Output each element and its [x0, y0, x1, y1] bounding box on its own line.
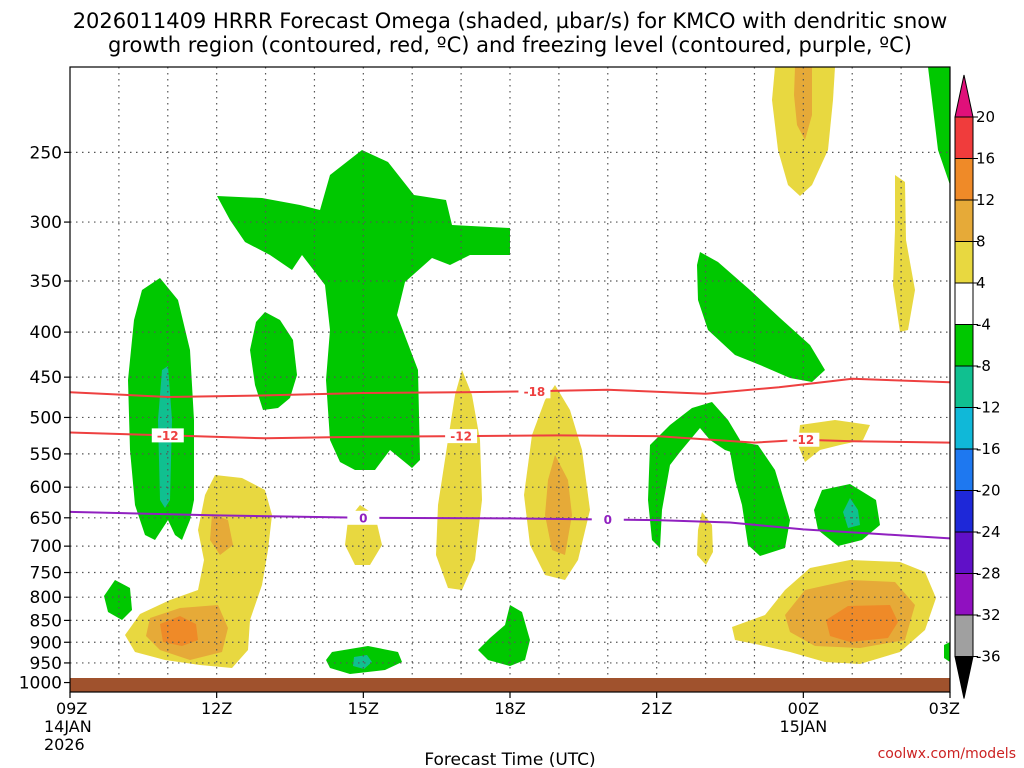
x-tick-label: 18Z — [494, 699, 525, 718]
ascent-region-low-left — [104, 580, 132, 620]
contour-label-background — [347, 510, 380, 525]
contour-label-background — [591, 512, 624, 527]
y-tick-label: 950 — [30, 654, 62, 674]
y-tick-label: 450 — [30, 368, 62, 388]
contour-label: -18 — [524, 385, 546, 399]
colorbar-label: -12 — [976, 399, 1001, 417]
y-tick-label: 800 — [30, 588, 62, 608]
contour-label: 0 — [604, 513, 612, 527]
contour-label: -12 — [157, 429, 179, 443]
colorbar-label: -28 — [976, 565, 1001, 583]
y-tick-label: 650 — [30, 509, 62, 529]
colorbar-bin — [954, 282, 974, 325]
contour-label-background — [445, 429, 478, 444]
subsidence-region-upper-far-right — [893, 175, 915, 332]
subsidence-region-center-tall — [436, 370, 482, 590]
colorbar-bin — [954, 614, 974, 657]
credit-text: coolwx.com/models — [878, 746, 1016, 762]
omega-shading — [104, 67, 950, 674]
ascent-region-upper-center — [217, 150, 510, 470]
colorbar-label: 20 — [976, 108, 995, 126]
contour-label-background — [151, 428, 184, 443]
subsidence-core-lower-left-b — [210, 514, 233, 555]
x-tick-label: 12Z — [201, 699, 232, 718]
contour-label-background — [787, 432, 820, 447]
colorbar-label: -16 — [976, 440, 1001, 458]
x-tick-label: 03Z — [929, 699, 960, 718]
colorbar-label: -20 — [976, 482, 1001, 500]
contour-label: -12 — [792, 433, 814, 447]
colorbar-label: -24 — [976, 523, 1001, 541]
colorbar-bin — [954, 407, 974, 450]
ascent-region-low-center — [478, 605, 530, 666]
x-tick-label: 15Z — [348, 699, 379, 718]
colorbar-label: 16 — [976, 150, 995, 168]
ascent-region-arch — [648, 402, 740, 548]
y-tick-label: 850 — [30, 611, 62, 631]
colorbar-label: 4 — [976, 274, 986, 292]
chart-title-line1: 2026011409 HRRR Forecast Omega (shaded, … — [73, 9, 948, 33]
colorbar-bin — [954, 573, 974, 616]
chart-title-line2: growth region (contoured, red, ºC) and f… — [108, 33, 912, 57]
contour-label: -12 — [450, 430, 472, 444]
x-axis-title: Forecast Time (UTC) — [424, 750, 595, 768]
x-tick-year: 2026 — [44, 735, 85, 754]
colorbar-bin — [954, 324, 974, 367]
colorbar-bin — [954, 158, 974, 201]
contour-line — [70, 510, 950, 540]
subsidence-peak-lower-left — [160, 616, 198, 646]
contour-label: 0 — [359, 511, 367, 525]
y-tick-label: 350 — [30, 272, 62, 292]
ascent-core-near-surface — [353, 655, 372, 669]
y-tick-label: 250 — [30, 143, 62, 163]
x-tick-label: 21Z — [641, 699, 672, 718]
plot-area: -18 -12 -12 -12 0 0 — [70, 67, 950, 692]
colorbar-label: -4 — [976, 316, 991, 334]
x-tick-label: 09Z — [56, 699, 87, 718]
y-tick-label: 500 — [30, 408, 62, 428]
subsidence-region-small-right — [697, 512, 713, 565]
ascent-region-top-right-edge — [928, 67, 950, 185]
colorbar-bin — [954, 448, 974, 491]
colorbar-bin — [954, 116, 974, 159]
colorbar-label: -32 — [976, 606, 1001, 624]
x-tick-date: 15JAN — [779, 717, 827, 736]
contour-line — [70, 431, 950, 444]
y-tick-label: 300 — [30, 213, 62, 233]
ascent-region-bottom-right-edge — [944, 642, 950, 662]
y-axis-pressure: 2503003504004505005506006507007508008509… — [19, 143, 70, 694]
ascent-region-upper-right — [697, 252, 825, 382]
y-tick-label: 550 — [30, 445, 62, 465]
ascent-region-mid-left — [250, 312, 297, 410]
colorbar-label: 12 — [976, 191, 995, 209]
colorbar-bin — [954, 490, 974, 533]
colorbar-label: -36 — [976, 648, 1001, 666]
y-tick-label: 400 — [30, 323, 62, 343]
colorbar: 20 16 12 8 4 -4 -8 -12 -16 -20 -24 -28 -32 -36 — [954, 74, 1001, 699]
ground-surface-fill — [70, 678, 950, 692]
y-tick-label: 700 — [30, 537, 62, 557]
colorbar-bin — [954, 365, 974, 408]
y-tick-label: 750 — [30, 564, 62, 584]
y-tick-label: 900 — [30, 633, 62, 653]
colorbar-bin — [954, 199, 974, 242]
subsidence-peak-lower-right — [826, 605, 898, 642]
colorbar-bin — [954, 531, 974, 574]
ascent-core-right-mid — [843, 498, 860, 528]
colorbar-under-triangle — [954, 656, 974, 699]
temperature-contours: -18 -12 -12 -12 0 0 — [70, 377, 950, 540]
y-tick-label: 1000 — [19, 674, 62, 694]
colorbar-bin — [954, 241, 974, 284]
colorbar-label: -8 — [976, 357, 991, 375]
y-tick-label: 600 — [30, 478, 62, 498]
x-tick-label: 00Z — [788, 699, 819, 718]
contour-label-background — [518, 384, 551, 399]
x-tick-date: 14JAN — [44, 717, 92, 736]
colorbar-label: 8 — [976, 233, 986, 251]
